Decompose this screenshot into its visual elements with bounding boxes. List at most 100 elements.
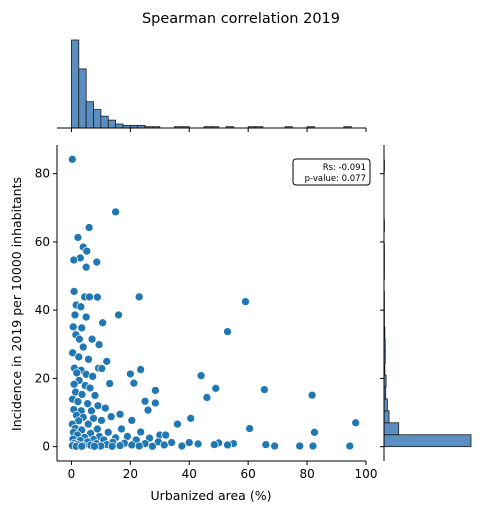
scatter-point <box>270 441 280 451</box>
scatter-point <box>209 440 219 449</box>
scatter-point <box>351 418 361 428</box>
marginal-x-histogram <box>57 39 367 132</box>
scatter-point <box>68 348 77 358</box>
scatter-point <box>85 383 95 393</box>
scatter-points <box>67 154 361 451</box>
x-hist-bar <box>115 123 124 129</box>
annotation-pvalue: p-value: 0.077 <box>305 174 366 184</box>
scatter-point <box>127 440 137 450</box>
scatter-point <box>75 334 84 344</box>
y-hist-bar <box>383 434 472 448</box>
scatter-point <box>223 327 232 337</box>
scatter-point <box>295 441 305 451</box>
scatter-point <box>260 385 269 395</box>
y-hist-bar <box>383 422 400 436</box>
scatter-point <box>70 310 80 320</box>
scatter-point <box>184 438 194 447</box>
x-axis-ticks: 0 20 40 60 80 100 <box>68 461 377 481</box>
x-hist-bar <box>85 101 94 129</box>
scatter-point <box>105 379 115 388</box>
scatter-point <box>127 416 137 425</box>
annotation-rs: Rs: -0.091 <box>323 163 366 173</box>
scatter-point <box>136 365 146 374</box>
x-hist-bar <box>78 68 87 129</box>
scatter-point <box>87 334 97 344</box>
chart-title: Spearman correlation 2019 <box>142 11 340 27</box>
x-hist-bar <box>93 109 102 129</box>
scatter-point <box>76 302 86 312</box>
scatter-point <box>115 409 125 419</box>
y-hist-bar <box>383 398 388 412</box>
scatter-point <box>84 354 93 364</box>
scatter-point <box>151 386 160 395</box>
scatter-point <box>84 223 94 232</box>
scatter-point <box>73 233 83 242</box>
scatter-point <box>106 412 116 421</box>
x-tick-label: 80 <box>299 467 314 481</box>
scatter-point <box>77 390 87 399</box>
x-tick-label: 60 <box>241 467 256 481</box>
scatter-point <box>93 292 102 302</box>
scatter-point <box>82 246 92 256</box>
scatter-point <box>186 413 196 423</box>
scatter-point <box>151 398 160 408</box>
y-axis-label: Incidence in 2019 per 10000 inhabitants <box>9 177 24 431</box>
scatter-point <box>103 427 113 437</box>
x-hist-bar <box>107 119 117 129</box>
scatter-point <box>114 310 123 320</box>
x-tick-label: 40 <box>182 467 197 481</box>
scatter-point <box>94 340 104 349</box>
scatter-point <box>97 364 107 373</box>
y-tick-label: 60 <box>35 235 50 249</box>
scatter-point <box>100 403 110 413</box>
scatter-point <box>308 441 318 451</box>
stats-annotation-box: Rs: -0.091 p-value: 0.077 <box>292 158 371 186</box>
y-tick-label: 20 <box>35 371 50 385</box>
scatter-point <box>73 397 83 406</box>
x-tick-label: 0 <box>68 467 76 481</box>
scatter-point <box>202 393 212 402</box>
scatter-point <box>81 262 91 272</box>
scatter-point <box>167 438 176 447</box>
annotation-frame <box>292 158 371 186</box>
scatter-point <box>134 292 144 302</box>
scatter-point <box>136 427 146 437</box>
x-axis-label: Urbanized area (%) <box>151 488 272 503</box>
scatter-point <box>211 383 221 393</box>
scatter-point <box>107 441 117 451</box>
y-axis-ticks: 0 20 40 60 80 <box>35 167 57 454</box>
scatter-point <box>87 406 96 416</box>
scatter-point <box>223 440 232 450</box>
scatter-point <box>83 419 93 429</box>
scatter-point <box>98 318 108 328</box>
scatter-point <box>72 368 82 378</box>
scatter-point <box>161 430 171 440</box>
scatter-point <box>310 427 319 437</box>
scatter-point <box>89 413 98 423</box>
scatter-point <box>77 323 87 333</box>
scatter-point <box>69 379 79 389</box>
scatter-point <box>143 405 153 415</box>
y-tick-label: 0 <box>42 440 50 454</box>
y-tick-label: 80 <box>35 167 50 181</box>
scatter-point <box>173 419 182 429</box>
scatter-point <box>241 297 250 306</box>
scatter-point <box>69 255 79 265</box>
y-hist-bar <box>383 410 390 424</box>
scatter-point <box>134 441 144 451</box>
scatter-point <box>117 424 126 434</box>
scatter-point <box>77 441 87 451</box>
scatter-point <box>78 342 88 352</box>
scatter-point <box>90 441 99 451</box>
scatter-point <box>245 424 254 433</box>
x-tick-label: 20 <box>123 467 138 481</box>
scatter-point <box>345 441 355 451</box>
scatter-point <box>261 440 271 449</box>
scatter-point <box>93 401 103 411</box>
scatter-point <box>102 357 112 366</box>
marginal-y-histogram <box>380 145 472 461</box>
scatter-point <box>85 292 94 302</box>
scatter-point <box>125 369 135 379</box>
scatter-point <box>307 390 317 400</box>
